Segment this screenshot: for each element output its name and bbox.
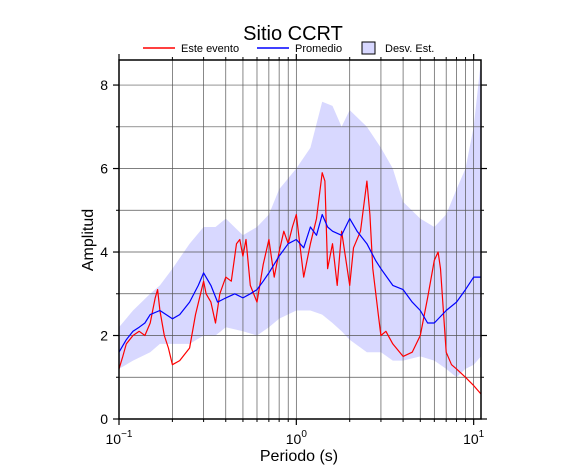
x-tick-label: 101	[463, 429, 485, 447]
legend-label-desv-est: Desv. Est.	[385, 43, 434, 55]
y-tick-label: 2	[100, 328, 108, 344]
x-tick-label: 100	[286, 429, 308, 447]
x-axis-label: Periodo (s)	[260, 448, 338, 465]
ticks-layer: 0 2 4 6 8 10−1 100 101	[100, 54, 487, 447]
legend-label-este-evento: Este evento	[181, 43, 239, 55]
y-axis-label: Amplitud	[80, 209, 97, 271]
y-tick-label: 0	[100, 411, 108, 427]
y-tick-label: 6	[100, 161, 108, 177]
chart-title: Sitio CCRT	[243, 23, 343, 45]
legend-swatch-desv-est	[361, 41, 376, 55]
legend-label-promedio: Promedio	[295, 43, 342, 55]
series-line-promedio	[118, 213, 481, 353]
y-tick-label: 8	[100, 77, 108, 93]
grid-layer	[118, 60, 481, 419]
std-dev-band	[119, 60, 481, 378]
y-tick-label: 4	[100, 244, 108, 260]
std-dev-band-layer	[119, 60, 481, 378]
series-layer	[118, 172, 482, 395]
plot-frame	[118, 59, 482, 420]
x-tick-label: 10−1	[106, 429, 133, 447]
legend: Este evento Promedio Desv. Est.	[143, 41, 434, 55]
